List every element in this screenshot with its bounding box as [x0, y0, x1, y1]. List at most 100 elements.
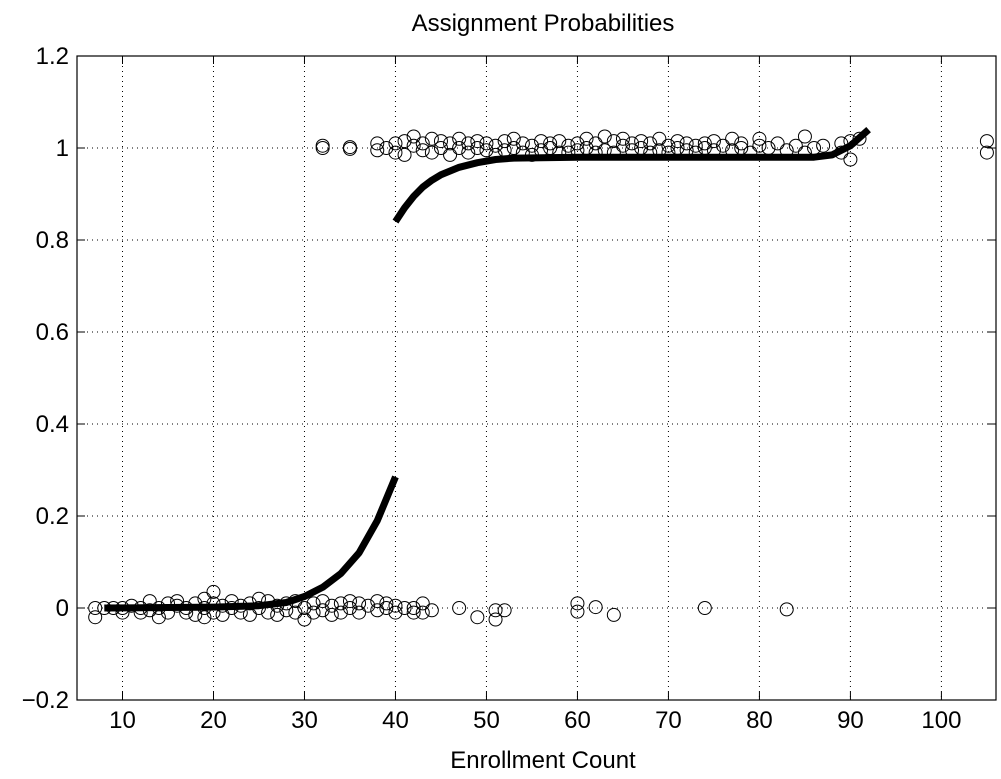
- scatter-point: [315, 138, 330, 153]
- x-tick-label: 70: [655, 707, 682, 734]
- scatter-point: [88, 601, 103, 615]
- scatter-point: [424, 145, 439, 160]
- scatter-point: [479, 143, 494, 158]
- fitted-curve: [104, 475, 399, 612]
- x-tick-label: 20: [200, 707, 227, 734]
- x-tick-label: 90: [837, 707, 864, 734]
- scatter-point: [615, 138, 630, 153]
- scatter-point: [433, 134, 448, 149]
- scatter-point: [679, 136, 694, 151]
- scatter-point: [661, 138, 676, 153]
- tick-labels: 10 20 30 40 50 60 70 80 90 100 −0.2 0 0.2 0.4 0.6 0.8 1 1…: [22, 43, 996, 734]
- scatter-point: [406, 129, 421, 144]
- scatter-point: [479, 136, 494, 151]
- scatter-point: [415, 605, 430, 620]
- y-tick-label: 0.6: [36, 319, 69, 346]
- scatter-point: [488, 603, 503, 618]
- scatter-point: [197, 610, 212, 625]
- scatter-point: [643, 136, 658, 151]
- scatter-point: [297, 601, 312, 615]
- scatter-point: [561, 138, 576, 153]
- scatter-point: [570, 604, 585, 619]
- scatter-point: [370, 136, 385, 151]
- scatter-point: [734, 136, 749, 151]
- scatter-point: [697, 136, 712, 151]
- scatter-point: [788, 138, 803, 153]
- scatter-point: [688, 138, 703, 153]
- scatter-point: [415, 136, 430, 151]
- scatter-point: [552, 134, 567, 149]
- scatter-point: [324, 598, 339, 613]
- scatter-point: [452, 601, 467, 615]
- axes: [76, 55, 997, 701]
- scatter-point: [470, 610, 485, 625]
- scatter-point: [470, 141, 485, 155]
- scatter-point: [406, 138, 421, 153]
- x-tick-label: 30: [291, 707, 318, 734]
- scatter-point: [288, 605, 303, 620]
- y-tick-label: −0.2: [22, 687, 69, 714]
- scatter-point: [452, 141, 467, 155]
- scatter-point: [697, 601, 712, 615]
- scatter-point: [497, 134, 512, 149]
- scatter-point: [579, 131, 594, 146]
- scatter-point: [452, 131, 467, 146]
- scatter-point: [670, 134, 685, 149]
- scatter-point: [470, 134, 485, 149]
- scatter-point: [352, 605, 367, 620]
- scatter-point: [333, 596, 348, 611]
- scatter-point: [406, 605, 421, 620]
- y-tick-label: 1: [56, 135, 69, 162]
- scatter-point: [379, 601, 394, 615]
- scatter-point: [515, 136, 530, 151]
- scatter-point: [342, 594, 357, 609]
- scatter-point: [379, 596, 394, 611]
- grid-lines: [77, 56, 996, 700]
- scatter-point: [570, 596, 585, 611]
- scatter-point: [779, 602, 794, 617]
- scatter-points: [88, 129, 994, 627]
- scatter-point: [725, 131, 740, 146]
- scatter-point: [333, 605, 348, 620]
- scatter-point: [979, 134, 994, 149]
- x-tick-label: 50: [473, 707, 500, 734]
- scatter-point: [352, 596, 367, 611]
- scatter-point: [570, 136, 585, 151]
- scatter-point: [388, 605, 403, 620]
- scatter-point: [652, 131, 667, 146]
- scatter-point: [770, 136, 785, 151]
- plot-frame: [76, 55, 997, 701]
- scatter-point: [797, 129, 812, 144]
- scatter-point: [370, 143, 385, 158]
- scatter-point: [443, 147, 458, 162]
- scatter-point: [315, 603, 330, 618]
- y-tick-label: 0: [56, 595, 69, 622]
- scatter-point: [315, 594, 330, 609]
- scatter-point: [443, 136, 458, 151]
- scatter-point: [306, 605, 321, 620]
- scatter-point: [461, 136, 476, 151]
- scatter-point: [370, 603, 385, 618]
- y-tick-label: 0.4: [36, 411, 69, 438]
- scatter-point: [488, 612, 503, 627]
- chart-title: Assignment Probabilities: [412, 10, 675, 37]
- fitted-curves: [104, 126, 871, 612]
- scatter-point: [433, 141, 448, 155]
- x-tick-label: 10: [109, 707, 136, 734]
- y-tick-label: 1.2: [36, 43, 69, 70]
- scatter-point: [979, 145, 994, 160]
- scatter-point: [506, 131, 521, 146]
- x-tick-label: 80: [746, 707, 773, 734]
- scatter-point: [625, 136, 640, 151]
- scatter-point: [397, 147, 412, 162]
- fitted-curve: [392, 126, 871, 224]
- scatter-point: [397, 601, 412, 615]
- scatter-point: [488, 138, 503, 153]
- scatter-point: [497, 603, 512, 618]
- scatter-point: [615, 131, 630, 146]
- scatter-point: [361, 598, 376, 613]
- scatter-point: [816, 138, 831, 153]
- scatter-point: [588, 600, 603, 615]
